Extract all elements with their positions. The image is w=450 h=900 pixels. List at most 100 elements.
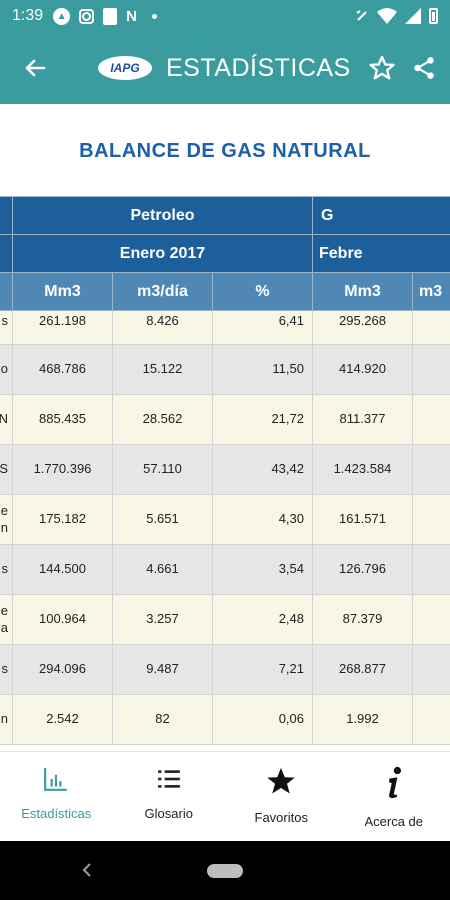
- row-label-line: s: [1, 313, 9, 329]
- table-cell: 57.110: [112, 444, 213, 495]
- table-cell: 6,41: [212, 310, 313, 345]
- bottom-navigation: Estadísticas Glosario Favoritos Acerca d…: [0, 751, 450, 841]
- table-row: s 294.096 9.487 7,21 268.877: [0, 644, 450, 695]
- row-label-line: n: [0, 711, 8, 727]
- table-cell: 100.964: [12, 594, 113, 645]
- column-header: %: [212, 272, 313, 311]
- nav-glosario[interactable]: Glosario: [113, 752, 226, 841]
- table-cell: 2.542: [12, 694, 113, 745]
- table-cell: 2,48: [212, 594, 313, 645]
- table-cell: 885.435: [12, 394, 113, 445]
- nav-label: Estadísticas: [21, 806, 92, 821]
- status-bar: 1:39 ▲ N: [0, 0, 450, 32]
- table-cell-empty: [411, 444, 450, 495]
- table-cell: 3,54: [212, 544, 313, 595]
- status-time: 1:39: [12, 7, 44, 24]
- table-cell-empty: [411, 644, 450, 695]
- notification-icons: ▲ N: [53, 7, 157, 25]
- row-label-line: a: [0, 619, 8, 635]
- table-row: N 885.435 28.562 21,72 811.377: [0, 394, 450, 445]
- list-icon: [157, 770, 180, 788]
- table-cell: 43,42: [212, 444, 313, 495]
- table-cell: 1.770.396: [12, 444, 113, 495]
- wifi-icon: [377, 8, 397, 24]
- table-row: s 261.198 8.426 6,41 295.268: [0, 310, 450, 345]
- table-cell: 414.920: [312, 344, 413, 395]
- table-cell: 82: [112, 694, 213, 745]
- row-label-line: N: [0, 411, 8, 427]
- nav-label: Acerca de: [364, 814, 424, 829]
- table-cell-empty: [411, 310, 450, 345]
- table-cell-empty: [411, 544, 450, 595]
- row-label-line: e: [0, 502, 8, 518]
- table-row: S 1.770.396 57.110 43,42 1.423.584: [0, 444, 450, 495]
- page-title: BALANCE DE GAS NATURAL: [79, 140, 371, 162]
- back-button[interactable]: [0, 32, 70, 104]
- table-cell: 87.379: [312, 594, 413, 645]
- row-label-line: o: [0, 361, 8, 377]
- app-title: ESTADÍSTICAS: [166, 53, 351, 82]
- group-header: G: [311, 196, 450, 235]
- table-cell: 468.786: [12, 344, 113, 395]
- system-back-icon[interactable]: [80, 861, 94, 879]
- nav-acerca-de[interactable]: Acerca de: [338, 752, 450, 841]
- nav-label: Glosario: [144, 806, 193, 821]
- period-header-row: Enero 2017 Febre: [0, 234, 450, 273]
- row-label-line: s: [1, 661, 9, 677]
- row-label-line: e: [0, 602, 8, 618]
- statistics-table: Petroleo G Enero 2017 Febre Mm3 m3/día %…: [0, 196, 450, 745]
- group-header: Petroleo: [12, 196, 313, 235]
- row-label: s: [0, 644, 13, 695]
- column-header: Mm3: [12, 272, 113, 311]
- table-cell: 7,21: [212, 644, 313, 695]
- info-icon: [388, 766, 401, 799]
- period-header: Febre: [311, 234, 450, 273]
- table-cell: 1.423.584: [312, 444, 413, 495]
- row-label: S: [0, 444, 13, 495]
- nav-favoritos[interactable]: Favoritos: [225, 752, 338, 841]
- table-cell: 8.426: [112, 310, 213, 345]
- row-label: s: [0, 310, 13, 345]
- document-icon: [103, 7, 118, 25]
- column-header-row: Mm3 m3/día % Mm3 m3: [0, 272, 450, 311]
- table-cell: 126.796: [312, 544, 413, 595]
- system-home-pill[interactable]: [207, 864, 243, 878]
- more-notifications-dot-icon: [151, 13, 157, 19]
- table-row: e n 175.182 5.651 4,30 161.571: [0, 494, 450, 545]
- period-header: Enero 2017: [12, 234, 313, 273]
- table-cell: 21,72: [212, 394, 313, 445]
- notification-app-icon: ▲: [53, 7, 71, 25]
- table-cell: 295.268: [312, 310, 413, 345]
- table-row: o 468.786 15.122 11,50 414.920: [0, 344, 450, 395]
- iapg-logo: IAPG: [98, 56, 152, 80]
- table-cell: 144.500: [12, 544, 113, 595]
- table-cell: 1.992: [312, 694, 413, 745]
- table-cell-empty: [411, 394, 450, 445]
- table-cell: 28.562: [112, 394, 213, 445]
- table-cell: 175.182: [12, 494, 113, 545]
- signal-icon: [405, 8, 421, 24]
- table-row: s 144.500 4.661 3,54 126.796: [0, 544, 450, 595]
- data-saver-icon: [356, 10, 367, 21]
- table-cell: 9.487: [112, 644, 213, 695]
- star-icon: [267, 767, 295, 794]
- bar-chart-icon: [44, 768, 68, 791]
- table-cell-empty: [411, 344, 450, 395]
- table-cell-empty: [411, 594, 450, 645]
- share-icon: [414, 57, 434, 79]
- favorite-button[interactable]: [362, 32, 402, 104]
- logo-text: IAPG: [110, 61, 140, 75]
- table-cell: 294.096: [12, 644, 113, 695]
- row-label-line: n: [0, 519, 8, 535]
- group-header-row: Petroleo G: [0, 196, 450, 235]
- table-cell: 811.377: [312, 394, 413, 445]
- share-button[interactable]: [402, 32, 446, 104]
- system-status-icons: [355, 8, 438, 24]
- header-blank: [0, 272, 13, 311]
- row-label: s: [0, 544, 13, 595]
- nav-estadisticas[interactable]: Estadísticas: [0, 752, 113, 841]
- row-label: o: [0, 344, 13, 395]
- statistics-table-scroll[interactable]: Petroleo G Enero 2017 Febre Mm3 m3/día %…: [0, 196, 450, 751]
- column-header: m3: [411, 272, 450, 311]
